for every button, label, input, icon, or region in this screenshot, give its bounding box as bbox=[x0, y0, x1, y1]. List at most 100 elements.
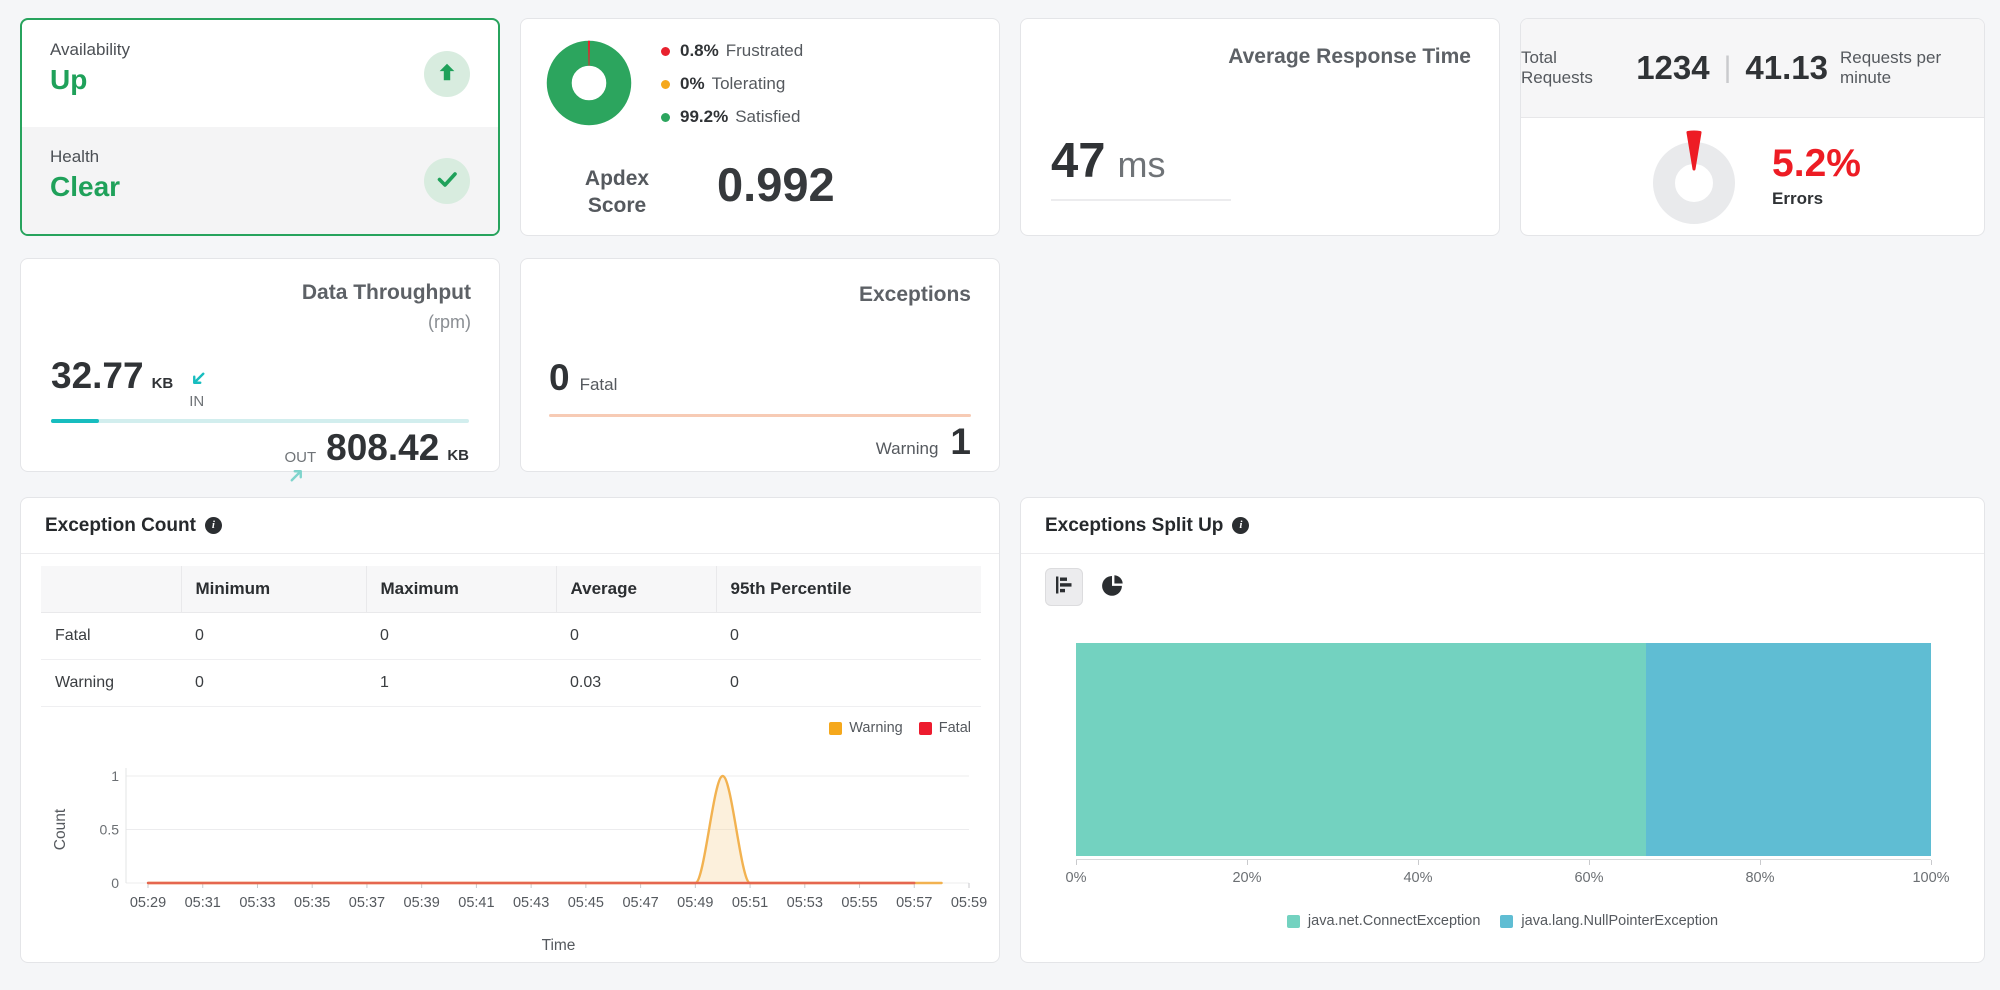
table-cell: 1 bbox=[366, 659, 556, 707]
table-cell: 0 bbox=[716, 659, 981, 707]
apdex-score-value: 0.992 bbox=[717, 158, 835, 211]
apdex-legend-item: 99.2% Satisfied bbox=[661, 107, 803, 127]
x-tick-label: 05:37 bbox=[349, 895, 385, 911]
legend-label: java.net.ConnectException bbox=[1307, 913, 1481, 929]
availability-label: Availability bbox=[50, 40, 131, 59]
axis-tick bbox=[1588, 860, 1590, 865]
exceptions-title: Exceptions bbox=[858, 283, 971, 306]
pie-chart-toggle-button[interactable] bbox=[1093, 568, 1131, 606]
row-label: Warning bbox=[41, 659, 181, 707]
throughput-line-in-segment bbox=[51, 419, 99, 423]
table-header: Minimum Maximum Average 95th Percentile bbox=[41, 566, 981, 613]
availability-health-card[interactable]: Availability Up Health Clear bbox=[20, 18, 500, 236]
total-requests-value: 1234 bbox=[1636, 49, 1710, 86]
info-icon[interactable]: i bbox=[1232, 517, 1250, 534]
errors-label: Errors bbox=[1772, 188, 1824, 208]
arrow-up-icon bbox=[436, 61, 458, 88]
errors-donut-chart bbox=[1653, 129, 1736, 224]
apdex-donut-chart bbox=[546, 40, 632, 126]
rpm-value: 41.13 bbox=[1745, 49, 1829, 86]
requests-separator: | bbox=[1723, 51, 1732, 84]
axis-tick bbox=[1075, 860, 1077, 865]
legend-swatch bbox=[918, 721, 932, 735]
x-tick-label: 05:47 bbox=[622, 895, 658, 911]
legend-percent: 0.8% bbox=[680, 41, 719, 60]
table-cell: 0.03 bbox=[556, 659, 716, 707]
x-tick-label: 05:55 bbox=[841, 895, 877, 911]
fatal-label: Fatal bbox=[579, 375, 618, 394]
table-row: Warning 0 1 0.03 0 bbox=[41, 659, 981, 707]
legend-label: java.lang.NullPointerException bbox=[1521, 913, 1719, 929]
availability-value: Up bbox=[50, 64, 88, 95]
throughput-in-unit: KB bbox=[151, 375, 174, 392]
x-tick-label: 100% bbox=[1912, 870, 1950, 886]
legend-dot bbox=[661, 112, 670, 122]
table-cell: 0 bbox=[556, 612, 716, 660]
exception-count-panel: Exception Count i Minimum Maximum Average 9… bbox=[20, 497, 1000, 963]
axis-tick bbox=[1246, 860, 1248, 865]
x-tick-label: 20% bbox=[1232, 870, 1262, 886]
apdex-legend-item: 0% Tolerating bbox=[661, 74, 803, 94]
apdex-card[interactable]: 0.8% Frustrated 0% Tolerating 99.2% Satisfied… bbox=[520, 18, 1000, 236]
rpm-label: Requests per minute bbox=[1840, 48, 1942, 87]
exceptions-card[interactable]: Exceptions 0 Fatal Warning 1 bbox=[520, 258, 1000, 472]
total-requests-label: Total Requests bbox=[1521, 48, 1593, 87]
apdex-legend: 0.8% Frustrated 0% Tolerating 99.2% Satisfied bbox=[661, 41, 803, 140]
fatal-count: 0 bbox=[549, 357, 570, 398]
apdex-score-label: Apdex Score bbox=[584, 167, 650, 218]
x-tick-label: 05:49 bbox=[677, 895, 713, 911]
health-status-circle bbox=[424, 158, 470, 204]
x-tick-label: 05:57 bbox=[896, 895, 932, 911]
legend-percent: 99.2% bbox=[680, 107, 729, 126]
exceptions-divider-line bbox=[549, 414, 971, 417]
table-body: Fatal 0 0 0 0 Warning 0 1 0.03 0 bbox=[41, 612, 981, 707]
throughput-title: Data Throughput bbox=[301, 281, 471, 304]
throughput-out: OUT 808.42 KB bbox=[284, 427, 469, 487]
table-cell: 0 bbox=[366, 612, 556, 660]
pie-chart-icon bbox=[1101, 574, 1123, 601]
table-header-cell: Average bbox=[556, 566, 717, 613]
split-bar-axis: 0% 20% 40% 60% 80% 100% bbox=[1066, 859, 1950, 889]
throughput-out-label: OUT bbox=[284, 449, 317, 466]
throughput-in-value: 32.77 bbox=[51, 355, 144, 396]
total-requests-strip: Total Requests 1234 | 41.13 Requests per… bbox=[1521, 19, 1984, 118]
exceptions-split-title: Exceptions Split Up bbox=[1045, 514, 1224, 536]
avg-response-time-card[interactable]: Average Response Time 47 ms bbox=[1020, 18, 1500, 236]
legend-label: Fatal bbox=[938, 720, 971, 736]
exception-count-header: Exception Count i bbox=[21, 498, 999, 554]
axis-tick bbox=[1759, 860, 1761, 865]
response-time-number: 47 bbox=[1051, 134, 1106, 188]
errors-section: 5.2% Errors bbox=[1521, 118, 1984, 235]
check-icon bbox=[435, 167, 459, 196]
x-tick-label: 05:41 bbox=[458, 895, 494, 911]
table-header-cell: 95th Percentile bbox=[716, 566, 981, 613]
exception-count-table: Minimum Maximum Average 95th Percentile Fat… bbox=[41, 566, 981, 707]
y-tick-label: 0 bbox=[111, 875, 119, 891]
exceptions-split-stacked-bar[interactable] bbox=[1076, 643, 1931, 856]
x-tick-label: 05:51 bbox=[732, 895, 768, 911]
info-icon[interactable]: i bbox=[204, 517, 222, 534]
table-cell: 0 bbox=[181, 612, 366, 660]
bar-segment[interactable] bbox=[1646, 643, 1931, 856]
arrow-down-left-icon bbox=[189, 370, 207, 393]
bar-chart-toggle-button[interactable] bbox=[1045, 568, 1083, 606]
x-tick-label: 05:39 bbox=[404, 895, 440, 911]
requests-errors-card[interactable]: Total Requests 1234 | 41.13 Requests per… bbox=[1520, 18, 1985, 236]
exceptions-fatal: 0 Fatal bbox=[549, 357, 617, 399]
health-label: Health bbox=[50, 147, 100, 166]
bar-segment[interactable] bbox=[1076, 643, 1647, 856]
response-time-underline bbox=[1051, 199, 1231, 201]
row-label: Fatal bbox=[41, 612, 181, 660]
x-tick-label: 05:31 bbox=[185, 895, 221, 911]
x-tick-label: 40% bbox=[1403, 870, 1433, 886]
table-cell: 0 bbox=[181, 659, 366, 707]
chart-type-toolbar bbox=[1045, 568, 1131, 606]
legend-item: java.net.ConnectException bbox=[1286, 913, 1481, 929]
data-throughput-card[interactable]: Data Throughput (rpm) 32.77 KB IN OUT 80… bbox=[20, 258, 500, 482]
avg-response-time-value: 47 ms bbox=[1051, 133, 1166, 189]
x-tick-label: 05:59 bbox=[951, 895, 987, 911]
response-time-unit: ms bbox=[1117, 144, 1166, 185]
exceptions-split-panel: Exceptions Split Up i bbox=[1020, 497, 1985, 963]
health-value: Clear bbox=[50, 171, 121, 202]
